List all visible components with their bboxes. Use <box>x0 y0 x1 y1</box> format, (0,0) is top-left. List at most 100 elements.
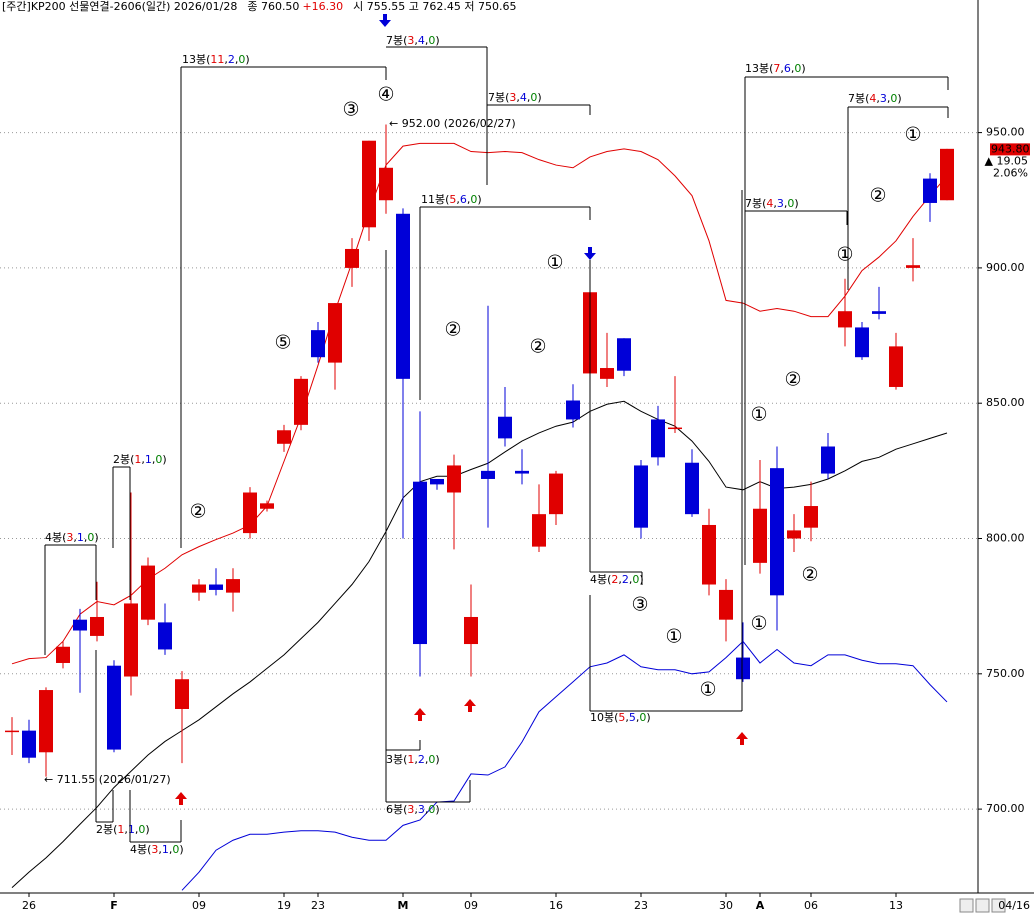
toolbar <box>959 898 1006 913</box>
candle-body <box>345 248 359 268</box>
candle-body <box>600 368 614 379</box>
candle-body <box>22 730 36 758</box>
band-line <box>11 142 948 665</box>
wave-label: ① <box>836 244 853 266</box>
bracket-label: 13봉(7,6,0) <box>745 62 806 75</box>
last-date: 04/16 <box>998 899 1030 912</box>
candle-body <box>107 665 121 750</box>
low-note: ← 711.55 (2026/01/27) <box>44 773 171 786</box>
candle-body <box>90 616 104 636</box>
tool-button[interactable] <box>975 898 990 913</box>
wave-label: ② <box>784 369 801 391</box>
x-tick-label: 26 <box>22 899 36 912</box>
y-tick-label: 850.00 <box>986 396 1025 409</box>
bracket-label: 4봉(3,1,0) <box>45 531 99 544</box>
bracket-label: 7봉(4,3,0) <box>848 92 902 105</box>
wave-label: ① <box>750 613 767 635</box>
bracket-label: 6봉(3,3,0) <box>386 803 440 816</box>
y-tick-label: 950.00 <box>986 126 1025 139</box>
candle-body <box>872 311 886 314</box>
band-line <box>11 400 948 888</box>
header: [주간]KP200 선물연결-2606(일간) 2026/01/28 종 760.… <box>2 0 516 13</box>
candle-body <box>889 346 903 387</box>
bracket-label: 7봉(4,3,0) <box>745 197 799 210</box>
candle-body <box>481 470 495 479</box>
candle-body <box>702 524 716 585</box>
candle-body <box>668 427 682 430</box>
wave-label: ③ <box>342 99 359 121</box>
x-tick-label: 30 <box>719 899 733 912</box>
wave-label: ① <box>699 679 716 701</box>
x-tick-label: 23 <box>634 899 648 912</box>
bracket-label: 2봉(1,1,0) <box>113 453 167 466</box>
candle-body <box>804 506 818 528</box>
candle-body <box>651 419 665 458</box>
candle-body <box>685 462 699 515</box>
candle-body <box>940 148 954 201</box>
sell-arrow <box>379 14 391 27</box>
y-tick-label: 900.00 <box>986 261 1025 274</box>
x-tick-label: 09 <box>464 899 478 912</box>
tool-button[interactable] <box>959 898 974 913</box>
x-tick-label: 13 <box>889 899 903 912</box>
candle-body <box>838 311 852 328</box>
candle-body <box>464 616 478 645</box>
buy-arrow <box>464 699 476 712</box>
bracket-label: 3봉(1,2,0) <box>386 753 440 766</box>
candle-body <box>617 338 631 371</box>
candle-body <box>549 473 563 515</box>
candle-body <box>413 481 427 645</box>
wave-label: ⑤ <box>274 332 291 354</box>
candle-body <box>362 140 376 228</box>
header-change: +16.30 <box>302 0 343 13</box>
sell-arrow <box>584 247 596 260</box>
x-tick-label: M <box>398 899 409 912</box>
candle-body <box>141 565 155 620</box>
header-close: 종 760.50 <box>247 0 299 13</box>
candle-body <box>226 579 240 593</box>
candle-body <box>294 378 308 425</box>
wave-label: ② <box>444 319 461 341</box>
candle-body <box>5 730 19 733</box>
bracket-label: 4봉(2,2,0) <box>590 573 644 586</box>
wave-label: ② <box>869 185 886 207</box>
high-note: ← 952.00 (2026/02/27) <box>389 117 516 130</box>
buy-arrow <box>175 792 187 805</box>
bracket-label: 11봉(5,6,0) <box>421 193 482 206</box>
candle-body <box>855 327 869 358</box>
candle-body <box>430 478 444 485</box>
candle-body <box>396 213 410 379</box>
wave-label: ① <box>546 252 563 274</box>
x-tick-label: F <box>110 899 118 912</box>
buy-arrow <box>736 732 748 745</box>
x-tick-label: 16 <box>549 899 563 912</box>
x-tick-label: 23 <box>311 899 325 912</box>
candle-body <box>753 508 767 563</box>
candle-body <box>124 603 138 677</box>
candle-body <box>736 657 750 680</box>
candle-body <box>158 622 172 650</box>
bracket-label: 7봉(3,4,0) <box>488 91 542 104</box>
x-tick-label: 19 <box>277 899 291 912</box>
x-tick-label: 06 <box>804 899 818 912</box>
wave-label: ② <box>189 501 206 523</box>
candle-body <box>770 468 784 596</box>
candle-body <box>532 514 546 547</box>
candle-body <box>379 167 393 201</box>
y-tick-label: 750.00 <box>986 667 1025 680</box>
candle-body <box>719 589 733 620</box>
last-change: ▲ 19.05 <box>985 154 1028 167</box>
candle-body <box>192 584 206 593</box>
bracket-label: 7봉(3,4,0) <box>386 34 440 47</box>
candle-body <box>73 619 87 631</box>
bracket-label: 2봉(1,1,0) <box>96 823 150 836</box>
candle-body <box>906 265 920 268</box>
candle-body <box>277 430 291 444</box>
tool-button[interactable] <box>991 898 1006 913</box>
candle-body <box>56 646 70 663</box>
y-tick-label: 800.00 <box>986 532 1025 545</box>
candle-body <box>260 503 274 509</box>
wave-label: ② <box>529 336 546 358</box>
x-tick-label: A <box>756 899 765 912</box>
